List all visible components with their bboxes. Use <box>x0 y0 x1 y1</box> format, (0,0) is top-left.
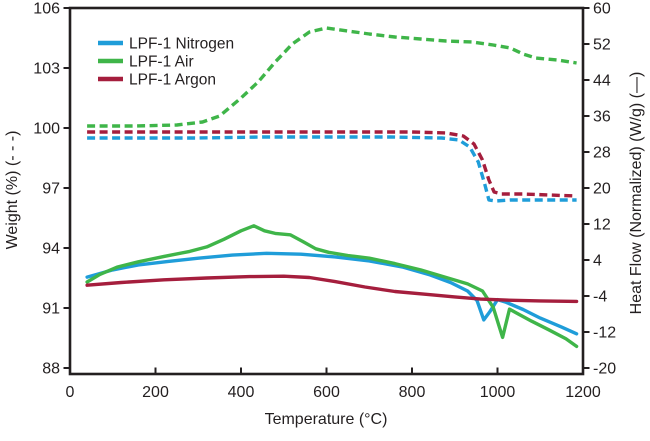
x-tick-label: 800 <box>399 384 426 401</box>
x-axis-title: Temperature (°C) <box>265 411 388 428</box>
x-tick-label: 200 <box>142 384 169 401</box>
x-tick-label: 600 <box>313 384 340 401</box>
y-left-tick-label: 100 <box>33 121 60 138</box>
y-right-tick-label: 60 <box>593 1 611 18</box>
y-right-tick-label: 4 <box>593 253 602 270</box>
y-left-tick-label: 103 <box>33 61 60 78</box>
y-right-tick-label: 20 <box>593 181 611 198</box>
legend-label: LPF-1 Air <box>129 54 194 71</box>
x-tick-label: 400 <box>228 384 255 401</box>
y-left-tick-label: 97 <box>42 181 60 198</box>
y-left-tick-label: 91 <box>42 301 60 318</box>
x-tick-label: 1000 <box>480 384 516 401</box>
y-right-tick-label: 28 <box>593 145 611 162</box>
x-tick-label: 0 <box>66 384 75 401</box>
right-axis-title: Heat Flow (Normalized) (W/g) (—) <box>628 72 645 315</box>
y-right-tick-label: -12 <box>593 325 616 342</box>
legend-label: LPF-1 Argon <box>129 72 216 89</box>
series-lpf-1-air-heat-flow <box>85 224 579 349</box>
series-lpf-1-argon-heat-flow <box>85 274 579 304</box>
x-tick-label: 1200 <box>565 384 601 401</box>
y-right-tick-label: 44 <box>593 73 611 90</box>
y-right-tick-label: -20 <box>593 361 616 378</box>
left-axis-title: Weight (%) (- - -) <box>4 131 21 250</box>
y-right-tick-label: 36 <box>593 109 611 126</box>
y-right-tick-label: 52 <box>593 37 611 54</box>
y-right-tick-label: -4 <box>593 289 607 306</box>
y-left-tick-label: 88 <box>42 361 60 378</box>
series-lpf-1-nitrogen-heat-flow <box>85 251 579 336</box>
y-left-tick-label: 94 <box>42 241 60 258</box>
legend-label: LPF-1 Nitrogen <box>129 36 234 53</box>
series-lpf-1-nitrogen-weight <box>87 135 577 203</box>
series-lpf-1-air-weight <box>87 26 577 128</box>
y-right-tick-label: 12 <box>593 217 611 234</box>
y-left-tick-label: 106 <box>33 1 60 18</box>
series-lpf-1-argon-weight <box>87 130 577 198</box>
